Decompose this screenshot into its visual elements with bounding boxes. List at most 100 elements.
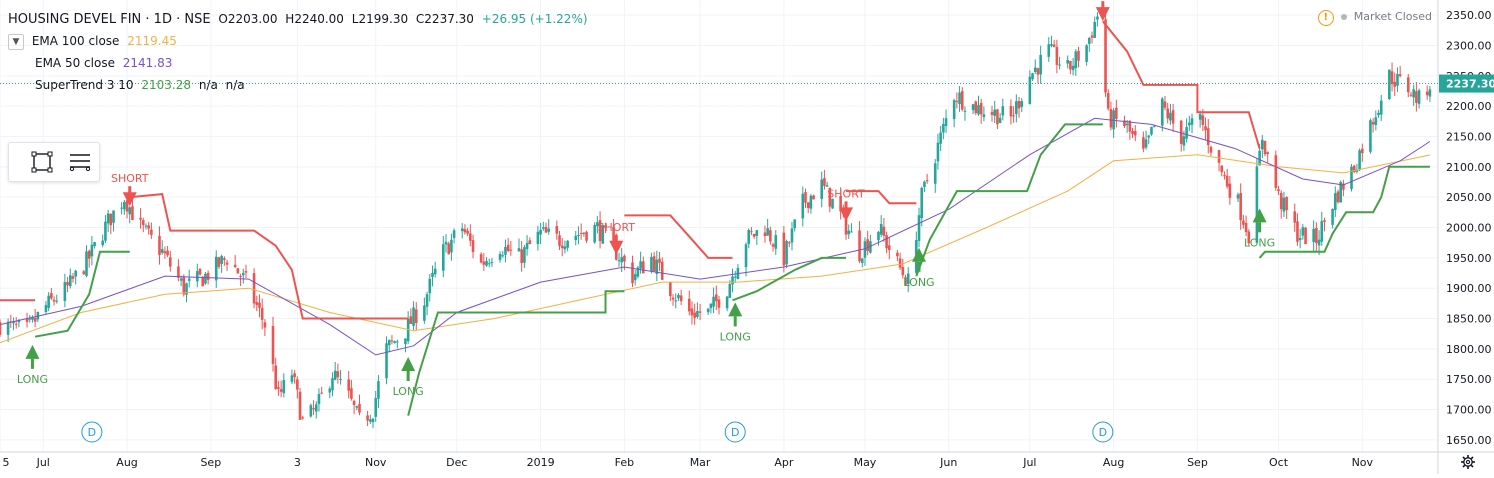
y-tick-label: 2050.00 [1446, 191, 1492, 204]
candle-body [1161, 99, 1164, 126]
candle-body [885, 235, 888, 248]
candle-body [312, 408, 315, 409]
candle-body [680, 295, 683, 301]
candle-body [207, 273, 210, 280]
candle-body [369, 419, 372, 421]
candle-body [158, 236, 161, 255]
candle-body [15, 324, 18, 325]
candle-body [488, 263, 491, 264]
candle-body [1429, 89, 1432, 96]
candle-body [958, 93, 961, 105]
candle-body [1202, 115, 1205, 125]
candle-body [315, 404, 318, 411]
candle-body [547, 229, 550, 232]
candle-body [1020, 101, 1023, 107]
candle-body [272, 326, 275, 364]
candle-body [110, 214, 113, 226]
candle-body [745, 244, 748, 267]
long-signal-label: LONG [903, 276, 934, 289]
candle-body [1074, 51, 1077, 68]
candle-body [618, 260, 621, 261]
candle-body [442, 244, 445, 270]
candle-body [715, 295, 718, 302]
candle-body [218, 257, 221, 267]
candle-body [226, 263, 229, 265]
candle-body [964, 111, 967, 112]
candle-body [1172, 110, 1175, 123]
ema100-row[interactable]: ▼ EMA 100 close 2119.45 [8, 30, 592, 52]
candle-body [718, 300, 721, 308]
x-tick-label: 3 [294, 456, 301, 469]
ema50-row[interactable]: EMA 50 close 2141.83 [8, 52, 592, 74]
candle-body [220, 256, 223, 264]
candle-body [131, 206, 134, 220]
candle-body [372, 419, 375, 422]
candle-body [542, 227, 545, 228]
candle-body [707, 308, 710, 312]
candle-body [310, 405, 313, 416]
x-tick-label: Sep [200, 456, 221, 469]
candle-body [674, 300, 677, 301]
candle-body [937, 143, 940, 162]
candle-body [861, 258, 864, 263]
supertrend-extra-2: n/a [226, 78, 245, 92]
rectangle-icon[interactable] [29, 149, 55, 175]
x-tick-label: Feb [615, 456, 634, 469]
y-tick-label: 1750.00 [1446, 373, 1492, 386]
candle-body [258, 303, 261, 308]
x-tick-label: Aug [1103, 456, 1124, 469]
candle-body [293, 373, 296, 377]
candle-body [523, 247, 526, 263]
candle-body [785, 241, 788, 264]
symbol-title[interactable]: HOUSING DEVEL FIN · 1D · NSE [8, 12, 211, 27]
candle-body [501, 255, 504, 256]
candle-body [1185, 127, 1188, 139]
lines-menu-icon[interactable] [67, 149, 93, 175]
x-tick-label: Nov [365, 456, 387, 469]
short-signal-label: SHORT [827, 187, 865, 200]
candle-body [1207, 128, 1210, 145]
candle-body [142, 220, 145, 225]
warning-icon[interactable]: ! [1318, 10, 1334, 26]
candle-body [347, 379, 350, 390]
candle-body [483, 262, 486, 265]
candle-body [983, 114, 986, 117]
candle-body [453, 230, 456, 238]
candle-body [1331, 209, 1334, 225]
candle-body [1223, 175, 1226, 176]
market-status-label: Market Closed [1354, 10, 1432, 23]
candle-body [237, 268, 240, 273]
candle-body [85, 251, 88, 275]
candle-body [1104, 19, 1107, 92]
candle-body [1169, 113, 1172, 121]
candle-body [1315, 228, 1318, 243]
candle-body [280, 389, 283, 392]
drawing-toolbox [8, 142, 100, 182]
candle-body [507, 245, 510, 251]
y-tick-label: 1800.00 [1446, 343, 1492, 356]
candle-body [807, 202, 810, 208]
candle-body [1126, 124, 1129, 125]
chevron-down-icon[interactable]: ▼ [8, 34, 24, 50]
candle-body [734, 277, 737, 278]
candle-body [358, 404, 361, 413]
supertrend-label: SuperTrend 3 10 [35, 78, 134, 92]
supertrend-extra-1: n/a [199, 78, 218, 92]
candle-body [1183, 136, 1186, 145]
candle-body [1010, 106, 1013, 116]
candle-body [331, 378, 334, 390]
change-value: +26.95 (+1.22%) [482, 12, 588, 26]
candle-body [466, 231, 469, 234]
market-status[interactable]: ! Market Closed [1318, 10, 1432, 26]
candle-body [1391, 71, 1394, 84]
candle-body [945, 118, 948, 126]
candle-body [188, 278, 191, 280]
candle-body [658, 259, 661, 263]
candle-body [980, 103, 983, 114]
gear-icon[interactable] [1460, 454, 1476, 470]
supertrend-row[interactable]: SuperTrend 3 10 2103.28 n/a n/a [8, 74, 592, 96]
candle-body [1134, 131, 1137, 135]
candle-body [972, 104, 975, 110]
short-arrow-icon [839, 207, 853, 221]
candle-body [1296, 221, 1299, 241]
